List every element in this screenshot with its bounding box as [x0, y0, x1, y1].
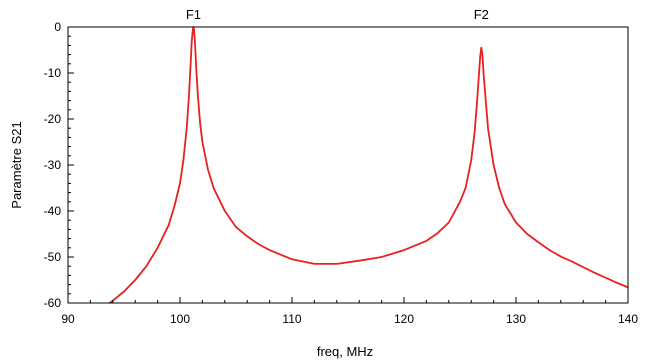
x-tick-label: 120	[394, 312, 414, 326]
y-tick-label: -10	[44, 66, 62, 80]
series-line-s21	[108, 26, 629, 304]
plot-area	[108, 26, 629, 304]
y-axis-title: Paramètre S21	[9, 121, 24, 208]
marker-label-f2: F2	[474, 7, 489, 22]
marker-layer: F1 F2	[186, 7, 489, 22]
y-tick-label: -50	[44, 250, 62, 264]
x-axis-title: freq, MHz	[317, 344, 373, 359]
axes: 90 100 110 120 130 140 0 -10 -20 -30 -40 -50 -60	[44, 20, 639, 326]
y-tick-label: -30	[44, 158, 62, 172]
y-tick-label: -60	[44, 296, 62, 310]
x-tick-label: 110	[282, 312, 301, 326]
x-tick-label: 90	[61, 312, 75, 326]
x-tick-label: 140	[618, 312, 638, 326]
y-tick-label: -40	[44, 204, 62, 218]
y-tick-label: -20	[44, 112, 62, 126]
x-tick-label: 100	[170, 312, 190, 326]
marker-label-f1: F1	[186, 7, 201, 22]
x-tick-label: 130	[506, 312, 526, 326]
y-tick-label: 0	[54, 20, 61, 34]
